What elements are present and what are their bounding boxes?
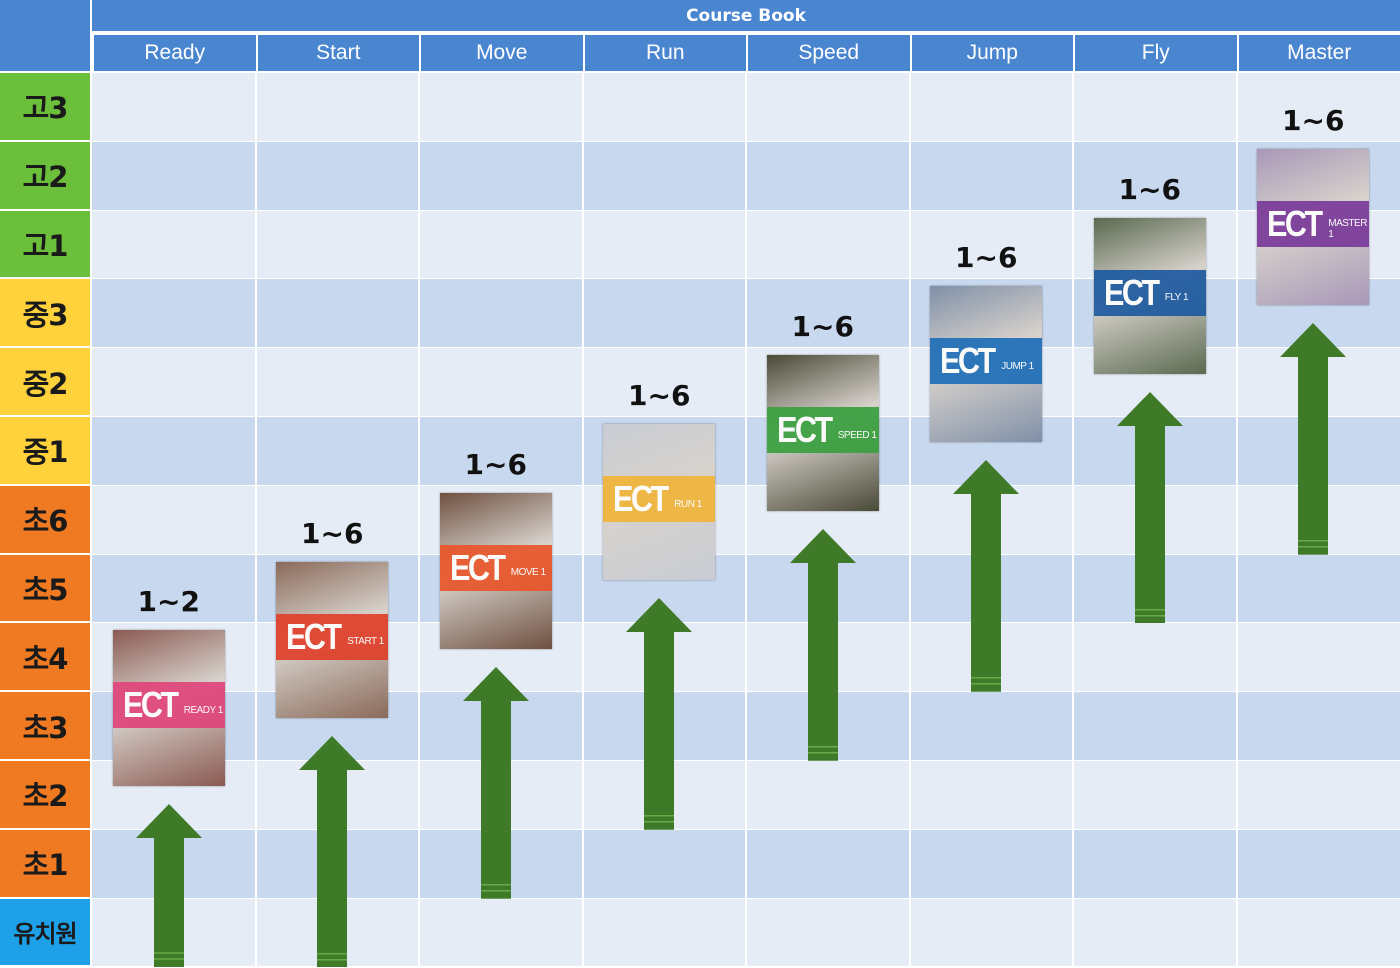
- column-divider: [1072, 73, 1074, 968]
- range-label-run: 1~6: [628, 379, 691, 412]
- cover-title: ECT: [122, 684, 179, 726]
- book-cover-fly: ECT FLY 1: [1093, 217, 1206, 374]
- cover-title-band: ECT START 1: [276, 613, 389, 660]
- row-header: 중1: [0, 417, 90, 484]
- course-book-header: Course Book: [92, 0, 1400, 31]
- progression-arrow: [1116, 391, 1183, 624]
- column-header-start: Start: [257, 35, 419, 71]
- column-divider: [581, 73, 584, 968]
- cover-level: READY 1: [183, 704, 224, 716]
- cover-level: FLY 1: [1164, 292, 1189, 304]
- cover-title: ECT: [940, 340, 996, 382]
- cover-title: ECT: [776, 409, 833, 451]
- progression-arrow: [299, 735, 366, 968]
- cover-title-band: ECT READY 1: [112, 682, 225, 729]
- book-cover-ready: ECT READY 1: [112, 630, 225, 787]
- row-header: 초5: [0, 554, 90, 622]
- range-label-speed: 1~6: [791, 310, 854, 344]
- cover-title-band: ECT MASTER 1: [1257, 200, 1370, 247]
- cover-title-band: ECT MOVE 1: [439, 544, 552, 591]
- cover-title: ECT: [286, 615, 342, 657]
- progression-arrow: [626, 598, 693, 830]
- row-header: 중3: [0, 279, 90, 347]
- range-label-move: 1~6: [464, 447, 527, 481]
- cover-level: START 1: [347, 636, 384, 648]
- range-label-fly: 1~6: [1118, 172, 1181, 206]
- column-header-fly: Fly: [1075, 35, 1237, 71]
- column-divider: [1235, 73, 1238, 968]
- range-label-master: 1~6: [1282, 103, 1345, 137]
- progression-arrow: [953, 460, 1020, 693]
- cover-title: ECT: [613, 478, 669, 519]
- cover-level: JUMP 1: [1001, 360, 1034, 372]
- row-header: 유치원: [0, 898, 90, 966]
- column-header-run: Run: [584, 35, 746, 71]
- row-header: 초3: [0, 692, 90, 759]
- column-header-jump: Jump: [911, 35, 1073, 71]
- progression-arrow: [1280, 322, 1347, 555]
- column-divider: [908, 73, 911, 968]
- column-header-master: Master: [1238, 35, 1400, 71]
- column-divider: [418, 73, 420, 968]
- cover-title: ECT: [1267, 202, 1323, 244]
- column-header-ready: Ready: [94, 35, 256, 71]
- cover-level: SPEED 1: [837, 429, 877, 441]
- cover-level: MOVE 1: [510, 567, 546, 579]
- cover-level: RUN 1: [674, 498, 702, 510]
- progression-arrow: [789, 529, 856, 761]
- column-header-speed: Speed: [748, 35, 910, 71]
- progression-arrow: [135, 804, 202, 968]
- row-header: 초4: [0, 623, 90, 691]
- progression-arrow: [462, 666, 529, 899]
- cover-title-band: ECT FLY 1: [1093, 269, 1206, 316]
- cover-level: MASTER 1: [1328, 217, 1367, 240]
- range-label-jump: 1~6: [955, 241, 1018, 275]
- cover-title: ECT: [449, 546, 506, 588]
- book-cover-start: ECT START 1: [276, 561, 389, 718]
- cover-title-band: ECT RUN 1: [603, 476, 716, 522]
- cover-title-band: ECT SPEED 1: [766, 407, 879, 454]
- book-cover-master: ECT MASTER 1: [1257, 148, 1370, 305]
- cover-title-band: ECT JUMP 1: [930, 338, 1043, 385]
- book-cover-jump: ECT JUMP 1: [930, 286, 1043, 443]
- book-cover-speed: ECT SPEED 1: [766, 355, 879, 512]
- row-header: 고1: [0, 210, 90, 278]
- range-label-start: 1~6: [301, 516, 364, 550]
- column-divider: [254, 73, 257, 968]
- column-divider: [745, 73, 747, 968]
- row-header: 초2: [0, 761, 90, 828]
- row-header: 초1: [0, 829, 90, 897]
- row-header: 고3: [0, 73, 90, 140]
- column-header-move: Move: [421, 35, 583, 71]
- cover-title: ECT: [1103, 271, 1160, 313]
- row-header: 초6: [0, 485, 90, 553]
- row-header: 중2: [0, 348, 90, 415]
- corner-cell: [0, 0, 90, 71]
- row-header: 고2: [0, 141, 90, 209]
- book-cover-move: ECT MOVE 1: [439, 492, 552, 649]
- book-cover-run: ECT RUN 1: [603, 424, 716, 580]
- range-label-ready: 1~2: [137, 585, 200, 619]
